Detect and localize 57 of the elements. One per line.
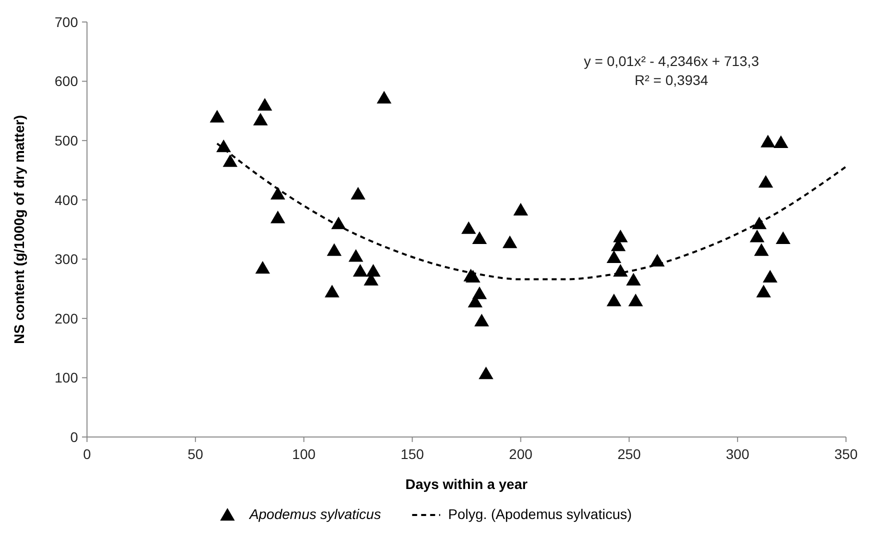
annotation: y = 0,01x² - 4,2346x + 713,3 — [584, 53, 760, 69]
point — [326, 243, 342, 256]
point — [776, 231, 790, 244]
point — [756, 284, 771, 298]
point — [461, 221, 476, 234]
x-tick-label: 250 — [617, 446, 642, 462]
point — [350, 186, 366, 200]
legend-label: Polyg. (Apodemus sylvaticus) — [448, 506, 632, 522]
y-axis-title: NS content (g/1000g of dry matter) — [11, 115, 27, 344]
point — [628, 294, 643, 306]
point — [606, 294, 622, 306]
point — [750, 230, 764, 242]
point — [513, 202, 528, 216]
y-tick-label: 700 — [54, 14, 78, 30]
point — [466, 270, 480, 283]
point — [760, 134, 776, 148]
point — [324, 284, 340, 298]
legend-label: Apodemus sylvaticus — [248, 506, 381, 522]
point — [255, 261, 270, 274]
x-tick-label: 100 — [292, 446, 316, 462]
point — [257, 98, 272, 111]
y-tick-label: 400 — [54, 192, 78, 208]
y-tick-label: 0 — [70, 428, 78, 445]
x-axis-title: Days within a year — [405, 476, 528, 492]
point — [502, 236, 518, 248]
point — [222, 154, 238, 167]
y-tick-label: 600 — [54, 73, 78, 90]
point — [774, 135, 788, 148]
point — [348, 249, 364, 262]
y-tick-label: 200 — [54, 310, 78, 326]
point — [376, 90, 392, 104]
point — [270, 186, 286, 200]
point — [626, 272, 641, 286]
annotation: R² = 0,3934 — [634, 72, 708, 88]
point — [474, 314, 490, 326]
x-tick-label: 300 — [726, 446, 750, 462]
point — [758, 175, 774, 188]
x-tick-label: 350 — [834, 446, 858, 462]
point — [472, 231, 487, 244]
point — [613, 230, 628, 242]
y-tick-label: 100 — [54, 370, 78, 386]
point — [478, 366, 494, 380]
point — [472, 286, 487, 300]
point — [754, 243, 769, 256]
x-tick-label: 50 — [188, 446, 204, 462]
y-tick-label: 500 — [54, 132, 78, 148]
point — [606, 250, 622, 263]
point — [366, 264, 381, 277]
x-tick-label: 0 — [83, 446, 92, 462]
point — [210, 110, 224, 122]
point — [270, 210, 286, 224]
y-tick-label: 300 — [54, 251, 78, 268]
point — [253, 112, 268, 126]
x-tick-label: 200 — [509, 446, 533, 462]
point — [762, 270, 778, 283]
point — [352, 264, 368, 277]
x-tick-label: 150 — [400, 446, 424, 462]
